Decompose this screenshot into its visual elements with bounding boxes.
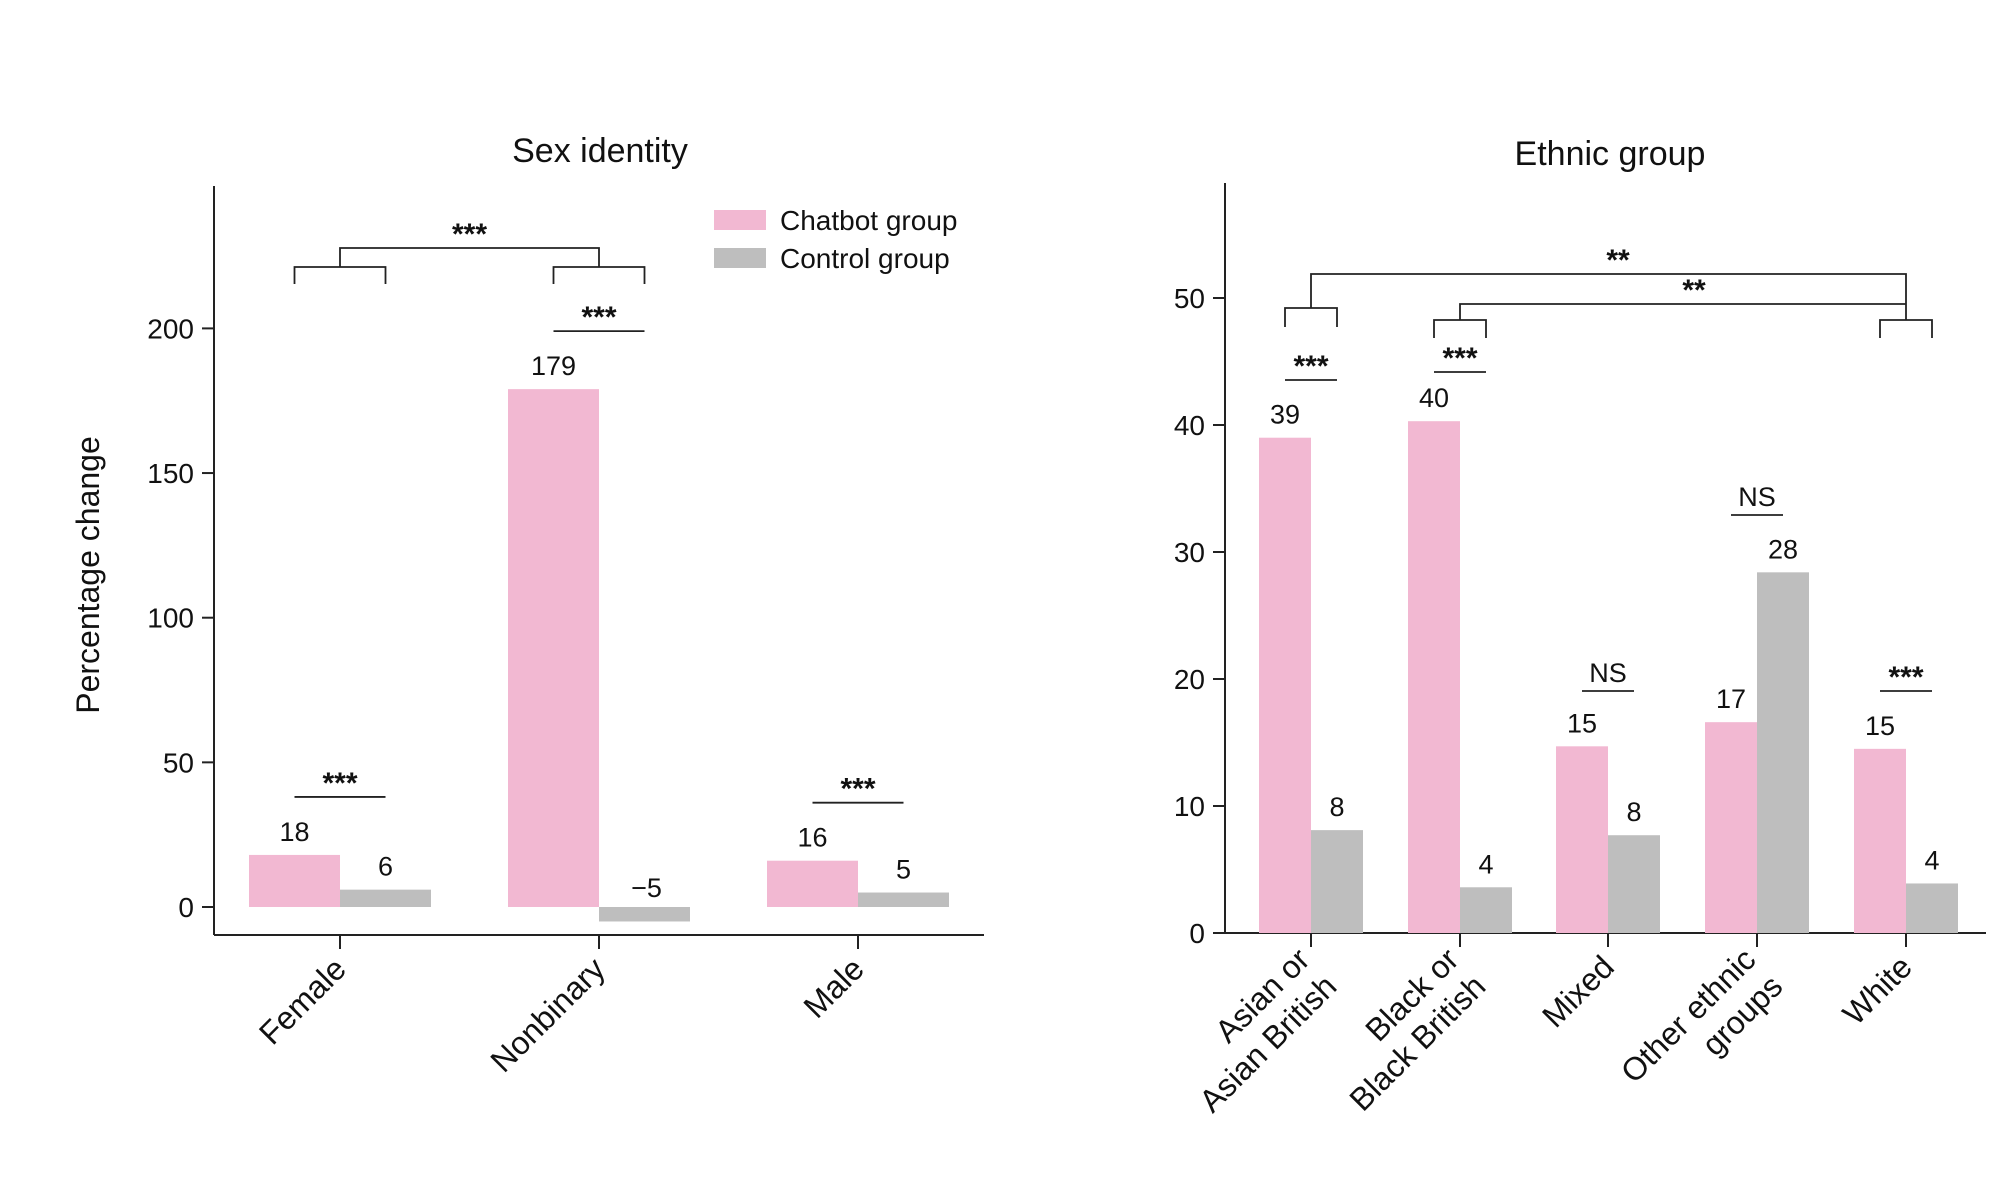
- chart2-title: Ethnic group: [1515, 135, 1706, 173]
- chart2-bar-chatbot: [1408, 421, 1460, 933]
- chart2-group-comparison-bracket-1: [1310, 273, 1907, 320]
- chart2-y-tick-label: 30: [1174, 537, 1205, 568]
- legend-label-control: Control group: [780, 243, 950, 274]
- chart2-bar-chatbot: [1705, 722, 1757, 933]
- chart1-y-tick-label: 50: [163, 747, 194, 778]
- chart1-category-label: Nonbinary: [483, 950, 612, 1079]
- chart1-pair-significance-label: ***: [322, 767, 357, 800]
- chart2-group-comparison-label-1: **: [1606, 244, 1630, 277]
- chart1-value-label-chatbot: 18: [279, 817, 309, 847]
- chart1-y-tick-label: 100: [147, 603, 194, 634]
- chart2-y-tick-label: 50: [1174, 283, 1205, 314]
- chart1-value-label-chatbot: 179: [531, 351, 576, 381]
- chart2-group-comparison-label-2: **: [1682, 274, 1706, 307]
- sex-identity-chart: Sex identity Percentage change 0 50 100 150…: [70, 132, 984, 1079]
- chart1-bar-chatbot: [508, 389, 599, 907]
- chart1-significance: *** *** *** ***: [293, 218, 904, 806]
- chart1-y-ticks: 0 50 100 150 200: [147, 313, 214, 923]
- chart1-bar-chatbot: [767, 860, 858, 907]
- chart1-pair-significance-label: ***: [840, 773, 875, 806]
- chart2-value-label-control: 4: [1478, 849, 1493, 879]
- legend-swatch-control: [714, 248, 766, 268]
- chart2-pair-significance-label: NS: [1589, 658, 1627, 688]
- chart2-bar-control: [1906, 883, 1958, 933]
- chart2-value-label-chatbot: 17: [1716, 684, 1746, 714]
- chart2-bar-control: [1757, 572, 1809, 933]
- chart2-value-label-control: 4: [1924, 845, 1939, 875]
- chart1-categories: Female Nonbinary Male: [252, 935, 871, 1079]
- chart2-category-label: White: [1836, 948, 1919, 1031]
- chart2-value-label-chatbot: 40: [1419, 383, 1449, 413]
- chart2-y-tick-label: 40: [1174, 410, 1205, 441]
- chart2-bars: [1259, 421, 1958, 933]
- chart2-group-bracket-asian: [1284, 307, 1338, 327]
- chart1-y-axis-label: Percentage change: [70, 436, 106, 714]
- chart2-bar-chatbot: [1854, 748, 1906, 933]
- chart2-pair-significance-label: ***: [1442, 342, 1477, 375]
- chart2-group-bracket-black: [1433, 319, 1487, 338]
- chart2-y-tick-label: 10: [1174, 791, 1205, 822]
- chart1-value-label-chatbot: 16: [797, 823, 827, 853]
- legend-label-chatbot: Chatbot group: [780, 205, 957, 236]
- chart1-bar-control: [340, 889, 431, 907]
- chart2-value-label-control: 28: [1768, 534, 1798, 564]
- chart1-bar-control: [599, 907, 690, 922]
- chart1-pair-significance-label: ***: [581, 301, 616, 334]
- chart1-group-bracket-nonbinary: [552, 266, 646, 284]
- chart2-category-label: Other ethnicgroups: [1614, 941, 1790, 1117]
- chart2-pair-significance-label: ***: [1888, 661, 1923, 694]
- chart1-value-labels: 18 6 179 −5 16 5: [279, 351, 911, 903]
- chart1-group-comparison-label: ***: [452, 218, 487, 251]
- chart2-bar-control: [1460, 887, 1512, 933]
- chart2-value-label-chatbot: 15: [1567, 708, 1597, 738]
- chart1-y-tick-label: 200: [147, 313, 194, 344]
- chart2-bar-chatbot: [1259, 437, 1311, 933]
- chart2-categories: Asian orAsian British Black orBlack Briti…: [1165, 933, 1919, 1119]
- chart2-group-bracket-white: [1879, 319, 1933, 338]
- chart2-category-label: Asian orAsian British: [1165, 941, 1343, 1119]
- chart1-bar-chatbot: [249, 854, 340, 907]
- chart2-y-ticks: 0 10 20 30 40 50: [1174, 283, 1225, 949]
- chart2-value-label-chatbot: 39: [1270, 400, 1300, 430]
- chart2-category-label: Mixed: [1535, 948, 1621, 1034]
- chart2-value-labels: 39 8 40 4 15 8 17 28 15 4: [1270, 383, 1940, 879]
- chart1-category-label: Male: [796, 950, 871, 1025]
- chart2-value-label-control: 8: [1626, 797, 1641, 827]
- chart1-y-tick-label: 150: [147, 458, 194, 489]
- chart2-value-label-control: 8: [1329, 792, 1344, 822]
- legend-swatch-chatbot: [714, 210, 766, 230]
- chart2-value-label-chatbot: 15: [1865, 711, 1895, 741]
- chart2-bar-control: [1608, 835, 1660, 933]
- chart1-value-label-control: 5: [896, 855, 911, 885]
- chart1-category-label: Female: [252, 950, 353, 1051]
- chart2-category-label: Black orBlack British: [1316, 941, 1493, 1118]
- chart2-group-comparison-bracket-2: [1459, 303, 1906, 320]
- chart2-y-tick-label: 0: [1189, 918, 1205, 949]
- chart1-bar-control: [858, 892, 949, 907]
- chart1-value-label-control: 6: [378, 852, 393, 882]
- chart1-value-label-control: −5: [631, 873, 662, 903]
- chart2-bar-chatbot: [1556, 746, 1608, 933]
- chart1-bars: [249, 389, 949, 922]
- chart2-pair-significance-label: NS: [1738, 482, 1776, 512]
- chart1-title: Sex identity: [512, 132, 688, 170]
- chart2-y-tick-label: 20: [1174, 664, 1205, 695]
- chart1-y-tick-label: 0: [178, 892, 194, 923]
- ethnic-group-chart: Ethnic group 0 10 20 30 40 50 39 8 40 4 15 8 17 28 15…: [1165, 135, 1986, 1119]
- chart2-bar-control: [1311, 830, 1363, 933]
- legend: Chatbot group Control group: [714, 205, 957, 274]
- chart1-group-bracket-female: [293, 266, 387, 284]
- chart2-pair-significance-label: ***: [1293, 350, 1328, 383]
- chart1-group-comparison-bracket: [339, 247, 600, 267]
